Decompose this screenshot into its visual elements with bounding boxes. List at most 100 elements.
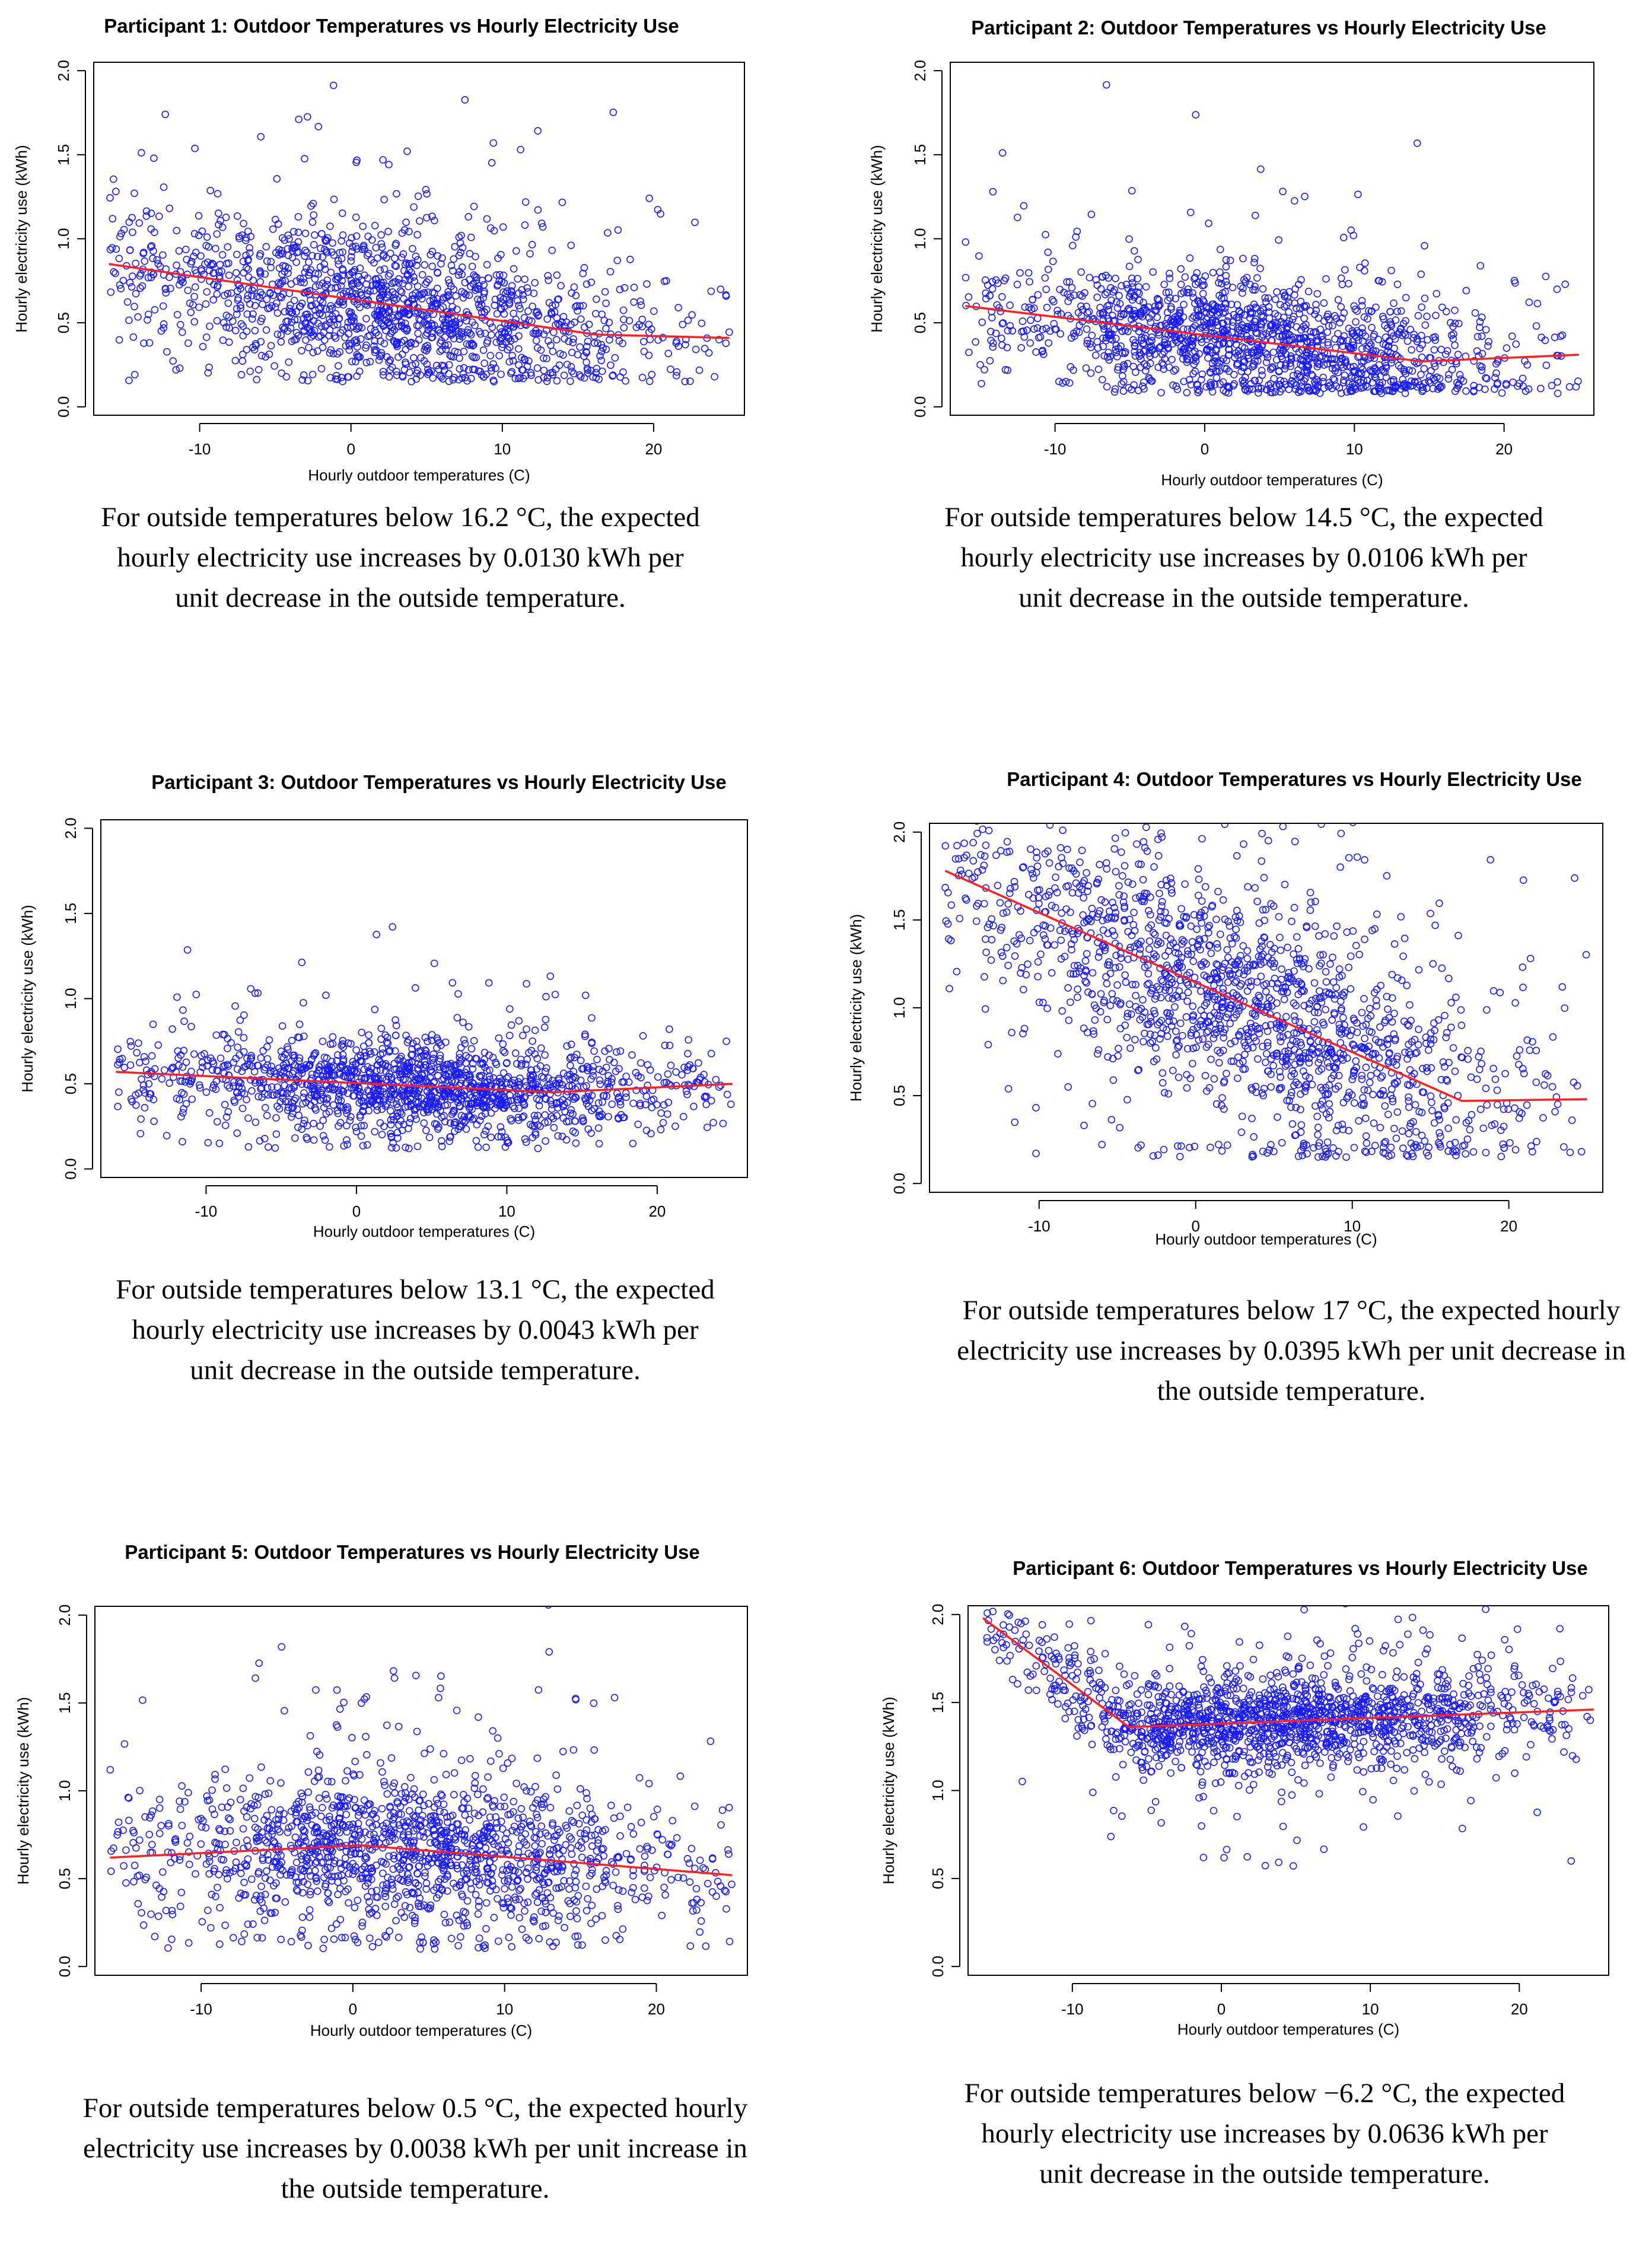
x-axis-label: Hourly outdoor temperatures (C) — [308, 466, 530, 484]
data-point — [450, 335, 458, 343]
x-axis-label: Hourly outdoor temperatures (C) — [1161, 471, 1383, 489]
data-point — [485, 1072, 494, 1080]
data-point — [501, 303, 508, 311]
data-point — [351, 1080, 359, 1088]
data-point — [400, 295, 408, 303]
data-point — [267, 263, 275, 272]
data-point — [648, 1103, 656, 1112]
data-point — [657, 1125, 665, 1134]
data-point — [150, 1117, 158, 1125]
data-point — [1042, 285, 1051, 294]
data-point — [705, 349, 713, 357]
data-point — [636, 1099, 644, 1107]
data-point — [1195, 311, 1202, 319]
data-point — [1275, 367, 1283, 375]
data-point — [1103, 353, 1112, 361]
data-point — [1478, 349, 1487, 358]
data-point — [580, 352, 588, 360]
data-point — [321, 1136, 329, 1144]
data-point — [1369, 347, 1377, 355]
data-point — [210, 1081, 218, 1089]
data-point — [1029, 295, 1037, 304]
data-point — [533, 329, 540, 338]
data-point — [447, 1059, 455, 1068]
data-point — [642, 1100, 650, 1109]
data-point — [360, 1122, 368, 1130]
data-point — [339, 231, 347, 239]
data-point — [1250, 300, 1258, 308]
data-point — [1020, 863, 1027, 871]
data-point — [393, 342, 401, 351]
data-point — [333, 275, 342, 283]
data-point — [613, 256, 621, 265]
data-point — [566, 1075, 574, 1083]
data-point — [190, 230, 199, 238]
data-point — [1067, 363, 1075, 371]
data-point — [165, 1079, 173, 1087]
data-point — [597, 348, 606, 355]
data-point — [1405, 1048, 1413, 1056]
data-point — [308, 252, 316, 260]
data-point — [1304, 288, 1313, 295]
data-point — [1018, 317, 1027, 325]
data-point — [438, 1142, 446, 1151]
data-point — [333, 350, 342, 358]
data-point — [151, 305, 159, 314]
data-point — [498, 1128, 506, 1136]
data-point — [546, 1084, 554, 1092]
data-point — [1269, 363, 1277, 371]
data-point — [1208, 388, 1217, 396]
data-point — [129, 228, 136, 236]
data-point — [1386, 318, 1395, 326]
data-point — [1436, 384, 1444, 392]
data-point — [387, 1144, 396, 1152]
data-point — [160, 183, 168, 191]
data-point — [420, 1119, 428, 1127]
caption-participant-2: For outside temperatures below 14.5 °C, … — [944, 502, 1543, 613]
data-point — [1548, 1083, 1556, 1091]
data-point — [975, 252, 983, 260]
data-point — [128, 283, 136, 291]
data-point — [646, 335, 654, 343]
data-point — [1174, 311, 1182, 319]
data-point — [1574, 377, 1582, 385]
data-point — [494, 1101, 501, 1109]
data-point — [327, 302, 335, 310]
data-point — [469, 280, 478, 288]
data-point — [1148, 336, 1156, 345]
data-point — [367, 256, 375, 264]
data-point — [629, 1099, 637, 1107]
data-point — [659, 333, 667, 342]
data-point — [1001, 760, 1008, 766]
data-point — [357, 1122, 365, 1130]
data-point — [453, 1069, 461, 1078]
data-point — [460, 348, 468, 355]
data-point — [114, 1061, 122, 1069]
data-point — [1077, 302, 1085, 310]
data-point — [416, 371, 425, 379]
data-point — [384, 272, 393, 280]
data-point — [597, 1112, 605, 1121]
data-point — [1363, 377, 1371, 384]
data-point — [289, 228, 298, 235]
data-point — [300, 1120, 308, 1128]
data-point — [1274, 326, 1282, 335]
data-point — [390, 1116, 398, 1124]
data-point — [1323, 328, 1332, 336]
data-point — [448, 308, 456, 316]
data-point — [400, 226, 409, 234]
data-point — [120, 225, 128, 234]
data-point — [365, 1087, 373, 1096]
data-point — [462, 317, 470, 325]
data-point — [521, 1078, 530, 1086]
data-point — [379, 156, 387, 164]
data-point — [1006, 322, 1014, 330]
data-point — [145, 339, 154, 347]
data-point — [372, 244, 380, 252]
data-point — [1094, 344, 1102, 352]
x-tick-label: -10 — [189, 440, 211, 458]
data-point — [1278, 333, 1286, 341]
data-point — [1218, 1147, 1226, 1155]
data-point — [162, 289, 170, 297]
data-point — [543, 1064, 550, 1072]
